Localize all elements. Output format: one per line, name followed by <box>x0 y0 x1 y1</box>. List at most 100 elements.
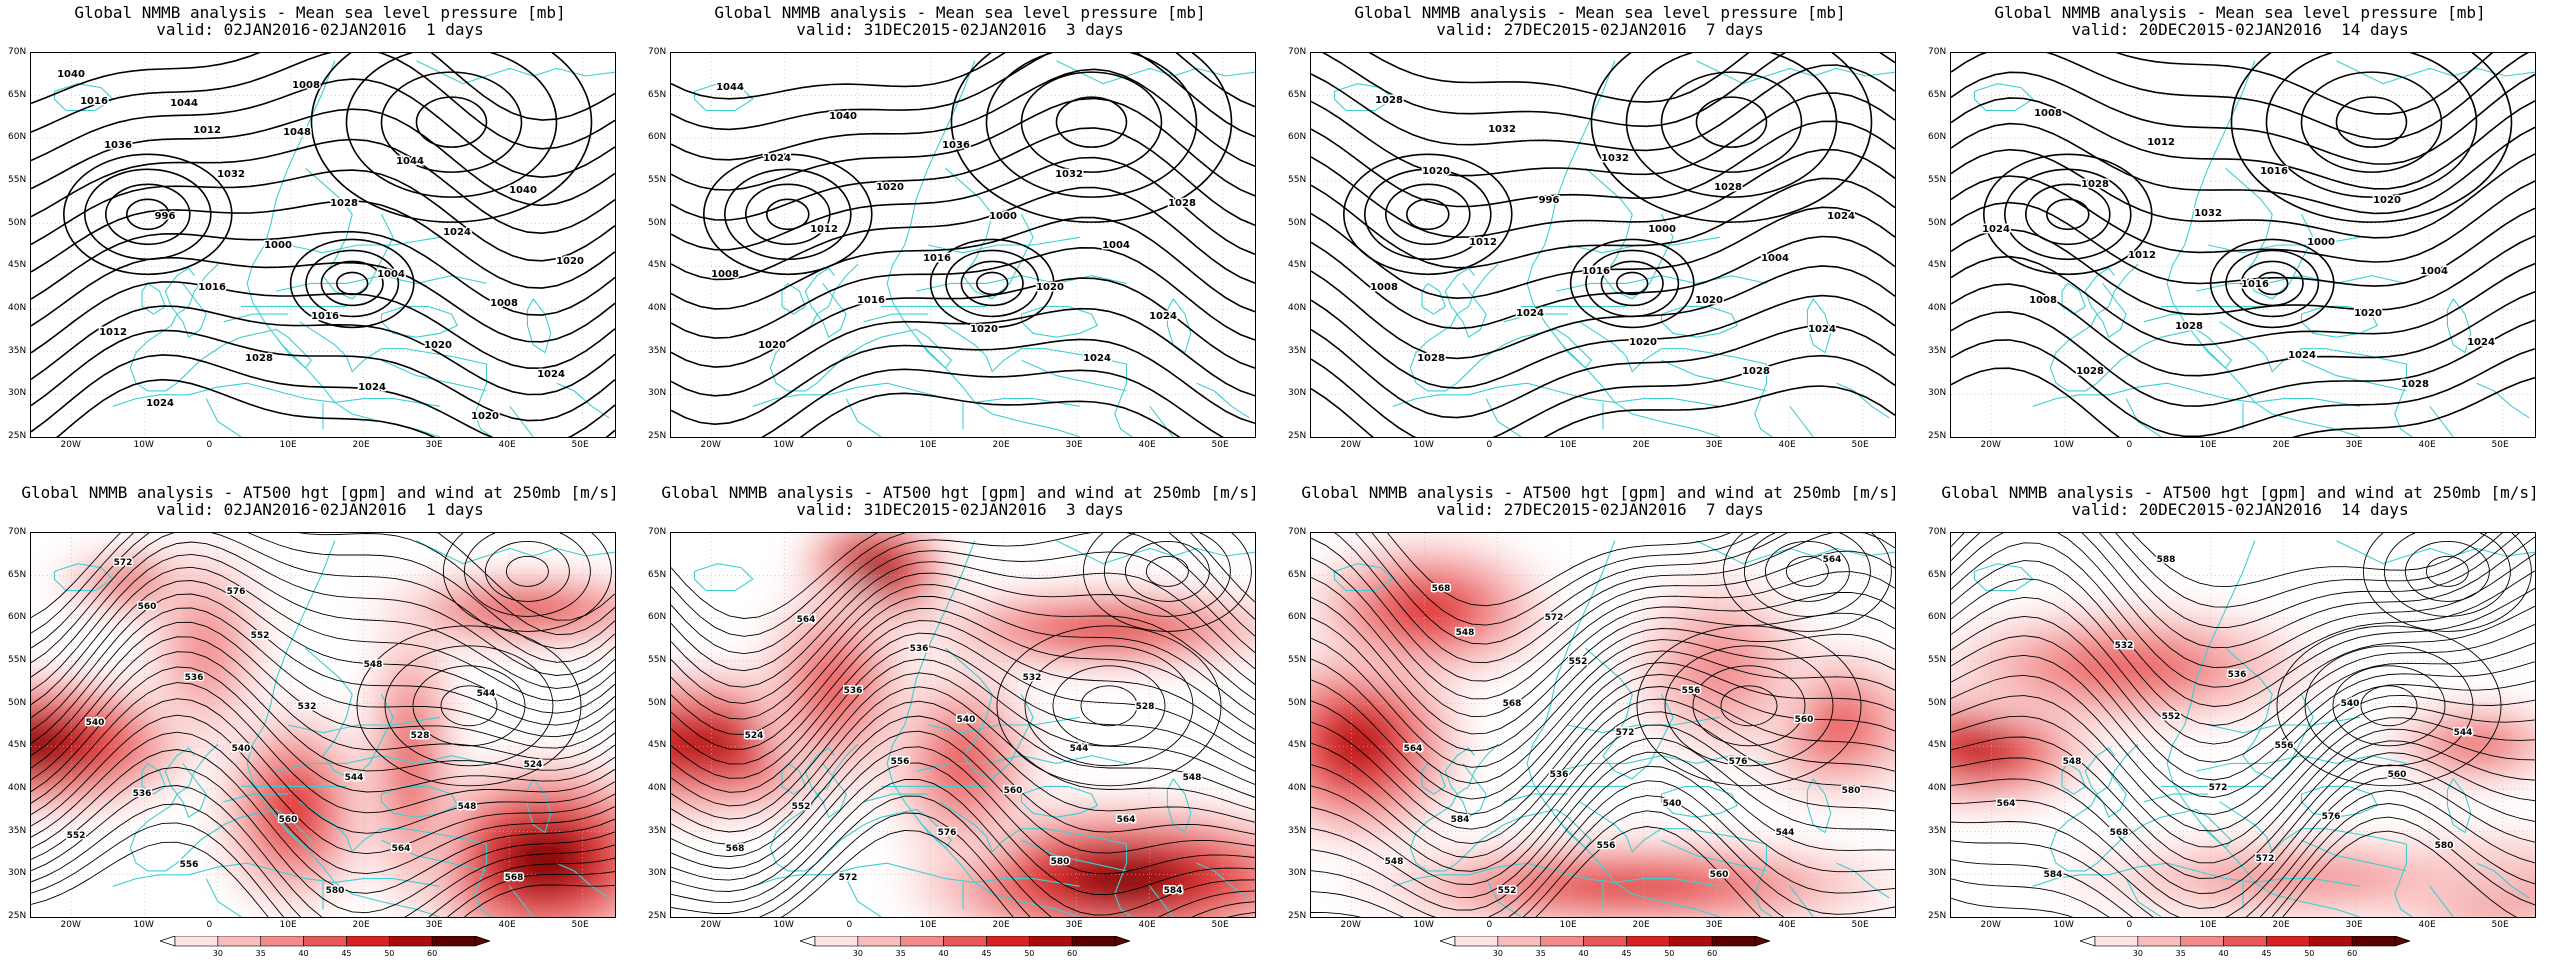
at500-panel-1day: Global NMMB analysis - AT500 hgt [gpm] a… <box>0 480 640 960</box>
latitude-tick-label: 45N <box>1288 260 1307 271</box>
latitude-tick-label: 35N <box>1288 345 1307 356</box>
contour-label: 540 <box>86 718 105 728</box>
contour-label: 1012 <box>193 125 221 136</box>
longitude-tick-label: 20E <box>992 920 1010 930</box>
contour-label: 1012 <box>810 224 838 235</box>
longitude-tick-label: 10W <box>773 920 794 930</box>
panel-title: Global NMMB analysis - AT500 hgt [gpm] a… <box>1941 483 2539 502</box>
latitude-tick-label: 70N <box>1928 47 1947 57</box>
colorbar-swatch <box>2266 935 2310 947</box>
latitude-tick-label: 55N <box>648 655 667 665</box>
latitude-tick-label: 60N <box>648 132 667 143</box>
contour-label: 1020 <box>1036 282 1064 293</box>
contour-label: 548 <box>1183 773 1202 783</box>
longitude-tick-label: 40E <box>2418 920 2436 930</box>
map-area: 1028 1032 1032 1028 1024 1020 996 1000 1004 1008 1… <box>1310 52 1896 438</box>
contour-label: 1024 <box>2288 350 2316 361</box>
colorbar-tick-label: 30 <box>1493 949 1503 958</box>
contour-label: 580 <box>326 886 345 896</box>
contour-label: 1032 <box>1488 124 1516 135</box>
panel-title: Global NMMB analysis - Mean sea level pr… <box>1354 3 1846 22</box>
contour-label: 1000 <box>264 240 292 251</box>
colorbar-swatch <box>260 935 304 947</box>
longitude-tick-label: 10E <box>2199 440 2217 450</box>
colorbar-tick-label: 60 <box>427 949 437 958</box>
colorbar-swatch <box>2223 935 2267 947</box>
mslp-panel-1day: Global NMMB analysis - Mean sea level pr… <box>0 0 640 480</box>
contour-label: 568 <box>726 844 745 854</box>
at500-panel-14days: Global NMMB analysis - AT500 hgt [gpm] a… <box>1920 480 2560 960</box>
longitude-tick-label: 30E <box>2345 920 2363 930</box>
contour-label: 1028 <box>1168 198 1196 209</box>
contour-label: 996 <box>1539 195 1560 206</box>
contour-label: 1024 <box>1982 224 2010 235</box>
contour-label: 576 <box>938 828 957 838</box>
contour-label: 552 <box>1569 657 1588 667</box>
contour-label: 1040 <box>509 185 537 196</box>
colorbar-swatch <box>814 935 859 947</box>
wind-speed-colorbar: 30 35 40 45 50 60 <box>2078 935 2412 958</box>
contour-label: 1024 <box>1516 308 1544 319</box>
latitude-tick-label: 60N <box>1928 612 1947 623</box>
longitude-tick-label: 0 <box>1486 440 1493 450</box>
colorbar-swatch <box>1626 935 1670 947</box>
longitude-tick-label: 40E <box>1778 440 1796 450</box>
longitude-tick-label: 50E <box>1851 920 1869 930</box>
longitude-tick-label: 20W <box>1980 440 2001 450</box>
contour-label: 1012 <box>99 327 127 338</box>
contour-label: 1008 <box>1370 282 1398 293</box>
map-svg: 564 536 532 528 524 536 540 544 548 552 556 560 564 5… <box>671 533 1255 917</box>
contour-label: 564 <box>1404 744 1423 754</box>
colorbar-tick-label: 50 <box>1024 949 1034 958</box>
longitude-tick-label: 30E <box>1065 440 1083 450</box>
latitude-tick-label: 35N <box>1928 825 1947 836</box>
contour-label: 1040 <box>829 111 857 122</box>
latitude-tick-label: 50N <box>1288 697 1307 708</box>
colorbar-tick-label: 50 <box>1664 949 1674 958</box>
longitude-tick-label: 50E <box>1211 920 1229 930</box>
colorbar-swatch <box>2094 935 2139 947</box>
colorbar-swatch <box>1071 935 1116 947</box>
contour-label: 528 <box>411 731 430 741</box>
colorbar-swatch <box>2308 935 2353 947</box>
latitude-tick-label: 25N <box>648 911 667 921</box>
contour-label: 540 <box>1663 799 1682 809</box>
longitude-tick-label: 20E <box>2272 920 2290 930</box>
colorbar-tick-label: 30 <box>2133 949 2143 958</box>
latitude-tick-label: 60N <box>8 132 27 143</box>
contour-labels: 1008 1012 1016 1020 1024 1028 1032 1000 1004 1008… <box>1981 107 2497 392</box>
colorbar-tick-label: 60 <box>1067 949 1077 958</box>
contour-label: 536 <box>1550 770 1569 780</box>
contour-label: 1044 <box>716 82 744 93</box>
contour-label: 552 <box>251 631 270 641</box>
colorbar-swatch <box>900 935 944 947</box>
longitude-tick-label: 50E <box>1851 440 1869 450</box>
contour-label: 1036 <box>942 140 970 151</box>
contour-labels: 564 536 532 528 524 536 540 544 548 552 556 560 564 5… <box>724 614 1203 898</box>
latitude-tick-label: 70N <box>1928 527 1947 537</box>
contour-label: 568 <box>1432 584 1451 594</box>
longitude-tick-label: 10W <box>2053 920 2074 930</box>
contour-label: 524 <box>524 760 543 770</box>
coastlines <box>1333 540 1895 917</box>
contour-label: 1024 <box>1827 211 1855 222</box>
longitude-tick-label: 10W <box>133 920 154 930</box>
contour-label: 1020 <box>2354 308 2382 319</box>
latitude-tick-label: 65N <box>1928 89 1947 100</box>
colorbar-swatch <box>431 935 476 947</box>
longitude-tick-label: 20E <box>352 920 370 930</box>
colorbar-tick-label: 40 <box>2218 949 2228 958</box>
latitude-tick-label: 55N <box>1928 175 1947 185</box>
contour-label: 1012 <box>1469 237 1497 248</box>
longitude-tick-label: 40E <box>498 920 516 930</box>
coastlines <box>1973 540 2535 917</box>
colorbar-swatch <box>1028 935 1073 947</box>
longitude-tick-label: 20W <box>700 920 721 930</box>
latitude-tick-label: 35N <box>1288 825 1307 836</box>
latitude-tick-label: 55N <box>8 655 27 665</box>
map-area: 548 552 556 560 564 568 572 576 580 584 536 540 544 5… <box>1310 532 1896 918</box>
contour-label: 1048 <box>283 127 311 138</box>
contour-labels: 548 552 556 560 564 568 572 576 580 584 536 540 544 5… <box>1383 554 1862 898</box>
contour-label: 580 <box>1051 857 1070 867</box>
longitude-tick-label: 50E <box>571 920 589 930</box>
